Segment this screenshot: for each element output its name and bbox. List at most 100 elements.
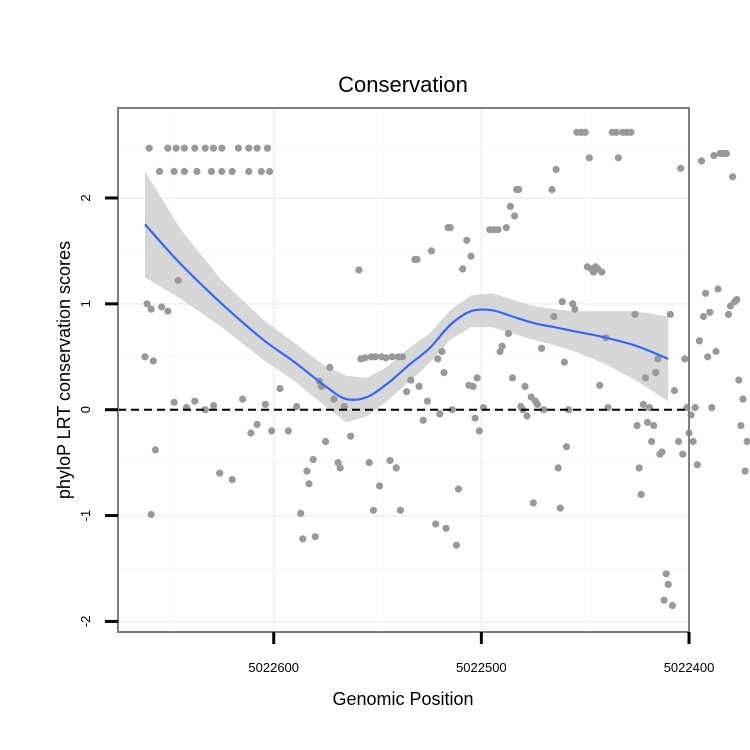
data-point: [504, 329, 512, 338]
data-point: [164, 144, 172, 152]
data-point: [322, 437, 330, 446]
data-point: [463, 236, 471, 244]
data-point: [228, 476, 236, 484]
data-point: [155, 167, 164, 176]
data-point: [151, 446, 159, 454]
data-point: [427, 247, 436, 255]
data-point: [170, 398, 178, 406]
data-point: [268, 427, 276, 435]
data-point: [508, 374, 517, 382]
data-point: [371, 353, 380, 361]
data-point: [648, 437, 656, 446]
data-point: [170, 167, 178, 176]
data-point: [398, 353, 407, 361]
data-point: [558, 298, 566, 306]
data-point: [627, 128, 635, 136]
data-point: [284, 427, 292, 435]
data-point: [633, 422, 641, 430]
data-point: [303, 467, 311, 475]
data-point: [147, 510, 155, 519]
data-point: [191, 144, 199, 152]
data-point: [654, 355, 662, 363]
data-point: [498, 342, 506, 350]
data-point: [652, 369, 660, 377]
data-point: [396, 506, 404, 514]
data-point: [598, 268, 606, 276]
data-point: [743, 437, 750, 446]
data-point: [218, 167, 226, 176]
smooth-line: [144, 223, 669, 402]
data-point: [436, 410, 444, 418]
data-point: [216, 469, 224, 477]
data-point: [581, 128, 589, 136]
data-point: [538, 344, 546, 352]
data-point: [523, 412, 531, 420]
data-point: [494, 226, 502, 234]
x-tick-label: 5022400: [664, 660, 715, 675]
data-point: [571, 305, 579, 313]
data-point: [201, 144, 209, 152]
data-point: [330, 395, 338, 403]
y-axis-title: phyloP LRT conservation scores: [54, 241, 74, 499]
data-point: [365, 459, 373, 467]
data-point: [446, 224, 454, 232]
data-point: [305, 480, 313, 488]
data-point: [565, 406, 573, 414]
data-point: [434, 355, 442, 363]
data-point: [218, 144, 226, 152]
data-point: [386, 456, 394, 465]
smooth-line-layer: [144, 223, 669, 402]
data-point: [693, 461, 701, 469]
x-tick-label: 5022500: [456, 660, 507, 675]
data-point: [729, 173, 737, 181]
data-point: [180, 144, 188, 152]
chart-title: Conservation: [338, 72, 468, 97]
data-point: [311, 533, 319, 541]
data-point: [681, 355, 689, 363]
data-point: [741, 467, 749, 475]
data-point: [475, 427, 483, 435]
y-tick-label: -2: [78, 616, 93, 628]
data-point: [697, 157, 706, 165]
data-point: [554, 464, 562, 472]
x-axis: 5022600 5022500 5022400: [248, 632, 714, 675]
data-point: [662, 570, 670, 578]
data-point: [149, 357, 157, 365]
data-point: [540, 406, 548, 414]
data-point: [201, 406, 209, 414]
data-point: [675, 437, 683, 446]
data-point: [596, 381, 604, 389]
data-point: [670, 387, 679, 395]
data-point: [141, 353, 149, 361]
scatter-points: [141, 128, 750, 610]
data-point: [560, 358, 569, 366]
data-point: [392, 464, 400, 472]
data-point: [261, 400, 269, 408]
data-point: [423, 397, 431, 405]
data-point: [614, 154, 623, 162]
data-point: [699, 312, 708, 321]
data-point: [714, 285, 722, 293]
data-point: [552, 165, 560, 173]
data-point: [448, 406, 456, 414]
data-point: [679, 450, 687, 458]
data-point: [376, 482, 384, 490]
data-point: [369, 506, 377, 514]
data-point: [147, 305, 155, 313]
data-point: [340, 402, 348, 411]
data-point: [641, 374, 650, 382]
data-point: [722, 149, 731, 158]
data-point: [502, 224, 510, 232]
data-point: [234, 144, 242, 152]
data-point: [191, 397, 199, 405]
data-point: [145, 144, 153, 152]
data-point: [639, 400, 647, 408]
data-point: [454, 485, 463, 493]
data-point: [637, 490, 645, 498]
data-point: [245, 167, 253, 176]
y-tick-label: 0: [78, 406, 93, 413]
data-point: [309, 455, 317, 464]
data-point: [336, 464, 344, 472]
data-point: [471, 414, 479, 422]
